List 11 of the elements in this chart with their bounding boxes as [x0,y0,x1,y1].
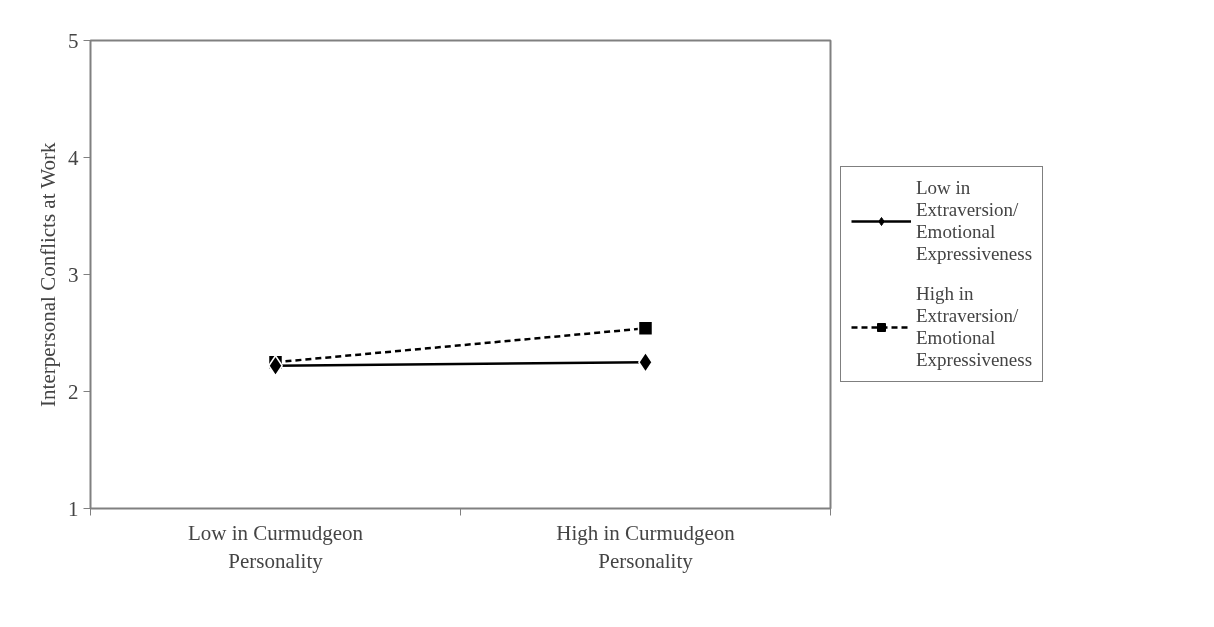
point [637,320,654,337]
legend-label: High in Extraversion/ Emotional Expressiveness [916,283,1033,371]
y-axis-title: Interpersonal Conflicts at Work [36,141,60,407]
legend-label: Low in Extraversion/ Emotional Expressiveness [916,177,1033,265]
y-tick-label: 4 [68,145,79,170]
y-tick-label: 2 [68,379,79,404]
y-tick-label: 1 [68,496,79,521]
y-tick-label: 5 [68,28,79,53]
y-tick-label: 3 [68,262,79,287]
x-tick-label: High in Curmudgeon Personality [556,520,736,574]
x-tick-label: Low in Curmudgeon Personality [188,520,364,574]
